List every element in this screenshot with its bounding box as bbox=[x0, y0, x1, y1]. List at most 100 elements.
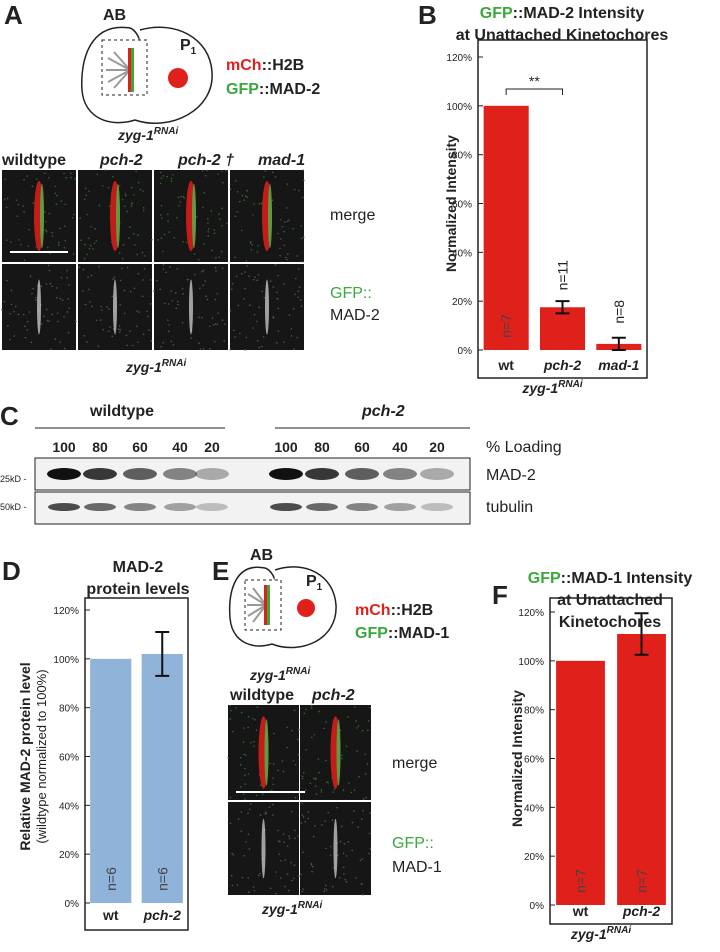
noise bbox=[230, 874, 233, 877]
noise bbox=[48, 212, 51, 215]
noise bbox=[65, 176, 67, 179]
noise bbox=[217, 173, 219, 175]
noise bbox=[206, 298, 209, 301]
noise bbox=[248, 848, 251, 850]
noise bbox=[275, 342, 278, 344]
noise bbox=[99, 319, 102, 321]
noise bbox=[24, 325, 26, 328]
noise bbox=[277, 769, 279, 772]
noise bbox=[237, 304, 240, 307]
noise bbox=[317, 758, 320, 760]
noise bbox=[345, 745, 348, 747]
micrographs bbox=[1, 169, 305, 351]
noise bbox=[163, 233, 166, 236]
noise bbox=[279, 238, 282, 240]
noise bbox=[143, 268, 146, 270]
noise bbox=[313, 777, 315, 780]
noise bbox=[294, 796, 297, 799]
noise bbox=[229, 704, 231, 707]
noise bbox=[244, 783, 246, 785]
bar bbox=[141, 653, 183, 903]
noise bbox=[272, 286, 275, 288]
noise bbox=[290, 335, 293, 337]
band bbox=[196, 503, 228, 511]
noise bbox=[146, 310, 148, 313]
noise bbox=[333, 788, 336, 790]
chart-title: GFP::MAD-2 Intensity bbox=[480, 5, 645, 22]
noise bbox=[305, 749, 308, 751]
noise bbox=[294, 188, 296, 191]
noise bbox=[61, 299, 64, 301]
noise bbox=[45, 283, 48, 285]
y-tick-label: 60% bbox=[524, 755, 544, 766]
noise bbox=[170, 340, 173, 343]
cell-label: P bbox=[306, 573, 317, 590]
rnai-gene: zyg-1 bbox=[117, 127, 154, 143]
noise bbox=[29, 275, 32, 278]
noise bbox=[226, 222, 228, 225]
noise bbox=[4, 178, 6, 181]
noise bbox=[95, 239, 98, 242]
noise bbox=[229, 348, 232, 351]
y-tick-label: 80% bbox=[59, 704, 79, 715]
kinetochore-signal bbox=[116, 183, 120, 249]
noise bbox=[212, 324, 215, 326]
noise bbox=[54, 338, 57, 340]
noise bbox=[119, 279, 122, 282]
row-label: GFP:: bbox=[392, 835, 434, 852]
noise bbox=[218, 213, 220, 216]
noise bbox=[301, 890, 303, 893]
chromosome bbox=[128, 48, 131, 92]
noise bbox=[207, 218, 209, 220]
noise bbox=[139, 188, 142, 191]
band bbox=[163, 468, 197, 480]
noise bbox=[56, 312, 59, 314]
bar bbox=[90, 658, 132, 903]
kinetochore-signal bbox=[336, 719, 341, 786]
noise bbox=[195, 216, 198, 218]
noise bbox=[249, 304, 251, 306]
noise bbox=[313, 733, 316, 736]
noise bbox=[141, 251, 144, 254]
noise bbox=[301, 802, 304, 805]
noise bbox=[88, 190, 90, 193]
noise bbox=[148, 329, 150, 332]
spindle bbox=[247, 587, 267, 623]
noise bbox=[310, 704, 313, 707]
noise bbox=[119, 304, 121, 306]
noise bbox=[125, 194, 127, 197]
noise bbox=[313, 824, 316, 827]
noise bbox=[142, 206, 145, 209]
noise bbox=[111, 335, 114, 338]
noise bbox=[338, 877, 341, 879]
noise bbox=[269, 887, 272, 890]
chromosome bbox=[264, 585, 267, 625]
noise bbox=[123, 205, 126, 208]
noise bbox=[209, 325, 211, 328]
gfp-signal bbox=[113, 279, 117, 335]
noise bbox=[288, 219, 290, 221]
noise bbox=[336, 806, 338, 809]
noise bbox=[279, 247, 281, 250]
noise bbox=[32, 287, 34, 290]
noise bbox=[240, 229, 243, 232]
noise bbox=[63, 172, 65, 175]
noise bbox=[73, 213, 75, 216]
rnai-label: zyg-1RNAi bbox=[249, 666, 310, 683]
noise bbox=[353, 789, 356, 792]
panel-e: AB P1 mCh::H2B GFP::MAD-1 zyg-1RNAi wild… bbox=[227, 547, 449, 917]
y-tick-label: 40% bbox=[452, 248, 472, 259]
noise bbox=[67, 331, 70, 334]
noise bbox=[324, 820, 327, 823]
noise bbox=[205, 295, 208, 298]
noise bbox=[26, 320, 29, 323]
noise bbox=[201, 316, 203, 319]
row-label: MAD-1 bbox=[392, 859, 442, 876]
loading-value: 80 bbox=[92, 439, 108, 455]
noise bbox=[239, 332, 241, 335]
row-label: MAD-2 bbox=[330, 307, 380, 324]
noise bbox=[111, 295, 113, 298]
noise bbox=[320, 791, 323, 793]
noise bbox=[265, 812, 267, 815]
rnai-sup: RNAi bbox=[298, 900, 323, 911]
